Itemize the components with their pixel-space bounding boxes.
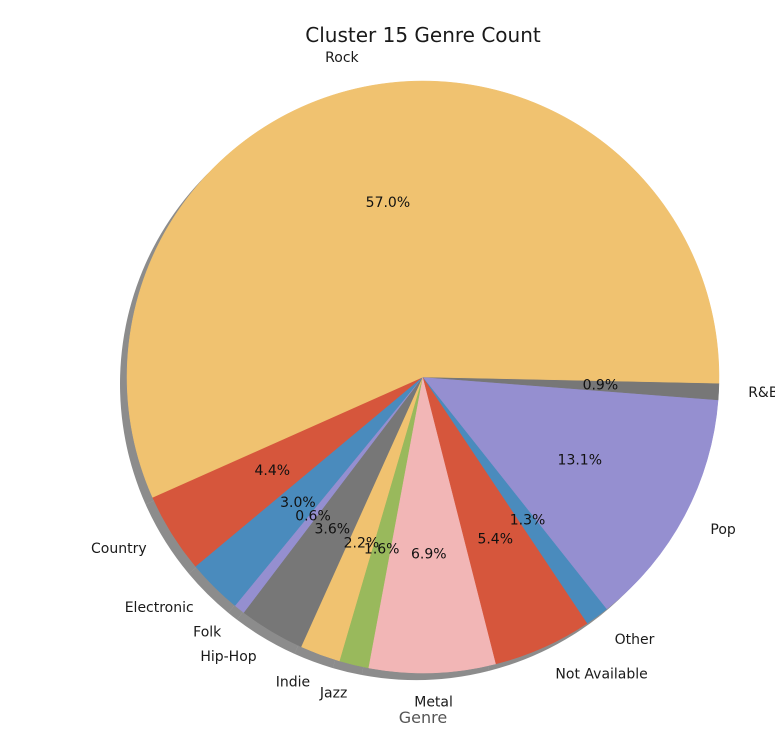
slice-label-jazz: Jazz bbox=[319, 686, 347, 702]
pie-slices bbox=[126, 80, 720, 674]
slice-pct-folk: 0.6% bbox=[295, 508, 331, 524]
slice-pct-other: 1.3% bbox=[510, 513, 546, 529]
slice-label-metal: Metal bbox=[414, 694, 453, 710]
slice-label-r-b: R&B bbox=[748, 385, 775, 401]
slice-pct-electronic: 3.0% bbox=[280, 495, 316, 511]
slice-pct-jazz: 1.6% bbox=[364, 542, 400, 558]
percentage-labels: 4.4% 3.0%0.6%3.6%2.2%1.6% 6.9% 5.4% 1.3% 13.1… bbox=[254, 195, 618, 563]
slice-pct-metal: 6.9% bbox=[411, 547, 447, 563]
slice-label-rock: Rock bbox=[325, 50, 359, 66]
slice-label-other: Other bbox=[615, 632, 655, 648]
slice-label-not-available: Not Available bbox=[555, 666, 647, 682]
slice-label-electronic: Electronic bbox=[125, 600, 194, 616]
slice-label-indie: Indie bbox=[276, 674, 310, 690]
slice-metal bbox=[368, 376, 497, 674]
slice-label-hip-hop: Hip-Hop bbox=[200, 649, 256, 665]
slice-pct-not-available: 5.4% bbox=[477, 531, 513, 547]
slice-pop bbox=[422, 376, 719, 610]
slice-pct-r-b: 0.9% bbox=[583, 378, 619, 394]
slice-pct-country: 4.4% bbox=[254, 463, 290, 479]
slice-rock bbox=[126, 80, 720, 498]
slice-pct-rock: 57.0% bbox=[366, 195, 410, 211]
slice-labels: Country Electronic Folk Hip-Hop Indie Jazz Met… bbox=[91, 50, 775, 711]
slice-pct-indie: 2.2% bbox=[344, 536, 380, 552]
chart-title: Cluster 15 Genre Count bbox=[305, 23, 541, 47]
slice-pct-hip-hop: 3.6% bbox=[314, 522, 350, 538]
slice-label-pop: Pop bbox=[710, 522, 736, 538]
slice-label-folk: Folk bbox=[193, 625, 222, 641]
x-axis-label: Genre bbox=[399, 708, 447, 727]
slice-label-country: Country bbox=[91, 541, 147, 557]
slice-pct-pop: 13.1% bbox=[558, 452, 602, 468]
